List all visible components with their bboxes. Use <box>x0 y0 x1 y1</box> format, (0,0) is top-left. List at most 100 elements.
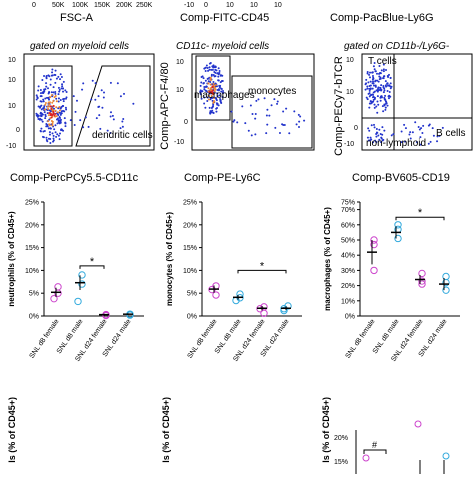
event-dot <box>37 85 40 88</box>
event-dot <box>49 141 52 144</box>
event-dot <box>62 109 65 112</box>
event-dot <box>388 84 391 87</box>
event-dot <box>213 75 216 78</box>
gate-label-monocytes: monocytes <box>248 86 296 97</box>
event-dot <box>374 80 377 83</box>
tick: 0 <box>184 119 188 126</box>
event-dot <box>45 136 48 139</box>
event-dot <box>199 84 202 87</box>
event-dot <box>365 82 368 85</box>
event-dot <box>215 99 218 102</box>
event-dot <box>48 118 51 121</box>
event-dot <box>274 126 277 129</box>
event-dot <box>409 131 412 134</box>
event-dot <box>400 141 403 144</box>
event-dot <box>37 105 40 108</box>
event-dot <box>46 112 49 115</box>
event-dot <box>220 87 223 90</box>
event-dot <box>39 105 42 108</box>
event-dot <box>46 96 49 99</box>
event-dot <box>42 100 45 103</box>
axis-label-fsc: FSC-A <box>60 12 93 24</box>
event-dots <box>364 61 444 146</box>
event-dot <box>55 97 58 100</box>
tick: 200K <box>116 2 133 9</box>
event-dot <box>121 125 124 128</box>
significance-bracket <box>79 265 105 269</box>
event-dot <box>217 79 220 82</box>
bottom-panel-3: 20% 15% # <box>334 420 450 474</box>
data-point <box>370 236 378 244</box>
event-dot <box>50 113 53 116</box>
event-dot <box>39 95 42 98</box>
event-dot <box>369 100 372 103</box>
event-dot <box>376 111 379 114</box>
event-dot <box>54 109 57 112</box>
event-dot <box>379 86 382 89</box>
event-dot <box>285 107 288 110</box>
event-dot <box>54 112 57 115</box>
event-dot <box>373 123 376 126</box>
event-dot <box>62 129 65 132</box>
event-dot <box>209 77 212 80</box>
event-dot <box>222 91 225 94</box>
event-dot <box>384 68 387 71</box>
event-dot <box>386 104 389 107</box>
event-dot <box>94 82 97 85</box>
event-dot <box>45 85 48 88</box>
gate-label-bcells: B cells <box>436 128 465 139</box>
event-dot <box>217 67 220 70</box>
event-dot <box>207 80 210 83</box>
event-dot <box>49 96 52 99</box>
event-dot <box>62 87 65 90</box>
event-dot <box>61 83 64 86</box>
event-dot <box>64 125 67 128</box>
event-dot <box>56 122 59 125</box>
event-dot <box>208 66 211 69</box>
data-point <box>418 280 426 288</box>
event-dot <box>116 82 119 85</box>
event-dot <box>436 135 439 138</box>
significance-bracket <box>363 449 387 454</box>
event-dot <box>209 91 212 94</box>
event-dot <box>216 107 219 110</box>
event-dot <box>218 70 221 73</box>
event-dot <box>392 133 395 136</box>
event-dot <box>53 107 56 110</box>
event-dot <box>366 85 369 88</box>
event-dot <box>212 64 215 67</box>
event-dot <box>369 84 372 87</box>
event-dot <box>40 108 43 111</box>
event-dot <box>51 101 54 104</box>
event-dot <box>382 110 385 113</box>
event-dot <box>46 124 49 127</box>
event-dot <box>64 89 67 92</box>
event-dot <box>59 118 62 121</box>
event-dot <box>47 127 50 130</box>
event-dot <box>207 82 210 85</box>
event-dot <box>199 89 202 92</box>
dendritic-gate <box>75 65 151 147</box>
event-dot <box>251 112 254 115</box>
event-dot <box>365 96 368 99</box>
event-dot <box>64 106 67 109</box>
event-dot <box>55 77 58 80</box>
event-dot <box>39 100 42 103</box>
event-dot <box>384 106 387 109</box>
event-dot <box>283 124 286 127</box>
y-tick-label: 20% <box>341 283 355 290</box>
event-dot <box>366 136 369 139</box>
event-dot <box>100 89 103 92</box>
event-dot <box>207 94 210 97</box>
event-dot <box>109 111 112 114</box>
event-dots <box>199 62 306 137</box>
event-dot <box>52 86 55 89</box>
event-dot <box>220 90 223 93</box>
event-dot <box>388 91 391 94</box>
event-dot <box>58 88 61 91</box>
event-dot <box>214 84 217 87</box>
macrophage-gate <box>195 55 231 121</box>
tick: 10 <box>274 2 282 9</box>
category-label: SNL d8 female <box>186 318 218 360</box>
event-dot <box>109 81 112 84</box>
